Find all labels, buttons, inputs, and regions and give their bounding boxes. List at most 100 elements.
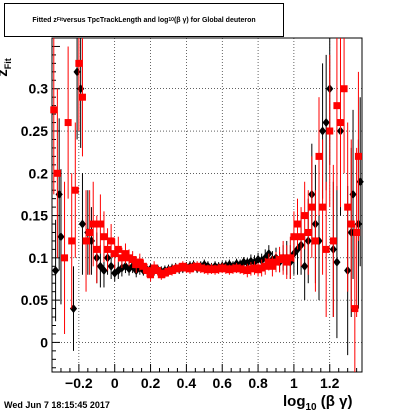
data-point-square [311, 237, 319, 245]
data-point-square [190, 263, 198, 271]
x-axis-label-rest: (β γ) [320, 393, 353, 410]
data-point-square [211, 266, 219, 274]
data-point-square [121, 250, 129, 258]
data-point-diamond [315, 236, 323, 246]
data-point-square [340, 85, 348, 93]
data-point-square [175, 264, 183, 272]
data-point-square [204, 266, 212, 274]
data-point-diamond [356, 177, 364, 187]
x-axis-label-main: log [283, 393, 306, 410]
data-point-square [68, 237, 76, 245]
data-point-square [150, 264, 158, 272]
data-point-diamond [100, 266, 108, 276]
data-point-square [297, 233, 305, 241]
data-point-diamond [322, 118, 330, 128]
data-point-square [64, 119, 72, 127]
data-point-square [276, 256, 284, 264]
data-point-square [315, 152, 323, 160]
data-point-diamond [301, 261, 309, 271]
data-point-square [111, 250, 119, 258]
data-point-diamond [318, 126, 327, 136]
y-axis-label-main: z [0, 69, 11, 77]
data-point-square [182, 264, 190, 272]
data-point-square [240, 266, 248, 274]
chart-title: Fitted z Fit versus TpcTrackLength and lo… [4, 3, 284, 37]
data-point-square [268, 262, 276, 270]
data-point-square [107, 237, 115, 245]
y-tick-label: 0.05 [21, 292, 48, 308]
data-point-square [261, 262, 269, 270]
data-point-square [308, 203, 316, 211]
data-point-square [229, 265, 237, 273]
chart-title-mid-sub: 10 [168, 17, 174, 23]
data-point-square [222, 265, 230, 273]
data-point-diamond [78, 219, 87, 229]
data-point-square [129, 256, 137, 264]
timestamp: Wed Jun 7 18:15:45 2017 [4, 400, 110, 410]
data-point-square [172, 265, 180, 273]
x-tick-label: 0.8 [248, 375, 268, 391]
data-point-square [290, 233, 298, 241]
data-point-square [247, 265, 255, 273]
x-tick-label: 0 [111, 375, 119, 391]
chart-title-mid: versus TpcTrackLength and log [62, 16, 169, 24]
x-axis-label-sub: 10 [305, 402, 317, 413]
data-point-square [336, 119, 344, 127]
data-point-square [333, 102, 341, 110]
data-point-square [215, 265, 223, 273]
data-point-square [50, 106, 58, 114]
data-point-square [304, 228, 312, 236]
data-point-diamond [265, 249, 273, 259]
data-point-square [283, 258, 291, 266]
data-point-square [233, 264, 241, 272]
data-point-square [279, 254, 287, 262]
data-point-square [154, 267, 162, 275]
data-point-square [347, 220, 355, 228]
data-point-square [96, 220, 104, 228]
y-tick-label: 0.1 [29, 250, 49, 266]
data-point-square [293, 220, 301, 228]
data-point-diamond [87, 236, 96, 246]
data-point-square [82, 237, 90, 245]
x-tick-label: 0.4 [177, 375, 197, 391]
y-axis-label-sub: Fit [2, 58, 13, 70]
data-point-square [179, 262, 187, 270]
data-point-square [207, 265, 215, 273]
x-axis-label: log10 (β γ) [283, 393, 352, 413]
x-tick-label: −0.2 [65, 375, 93, 391]
data-point-diamond [333, 257, 341, 267]
chart-title-pre-sub: Fit [56, 17, 63, 23]
data-point-square [301, 212, 309, 220]
y-tick-label: 0.25 [21, 123, 48, 139]
data-point-square [319, 203, 327, 211]
x-tick-label: 1 [290, 375, 298, 391]
data-point-square [78, 93, 86, 101]
data-point-square [326, 127, 334, 135]
data-point-square [200, 265, 208, 273]
data-point-square [157, 271, 165, 279]
data-point-diamond [57, 232, 65, 242]
data-point-square [236, 265, 244, 273]
x-tick-label: 0.6 [212, 375, 232, 391]
data-point-square [322, 245, 330, 253]
y-tick-label: 0 [40, 334, 48, 350]
data-point-square [100, 233, 108, 241]
data-point-diamond [254, 255, 262, 265]
data-point-square [272, 258, 280, 266]
data-point-square [250, 264, 258, 272]
data-point-square [136, 258, 144, 266]
chart-title-post: (β γ) for Global deuteron [173, 16, 256, 24]
data-point-square [139, 262, 147, 270]
data-point-square [114, 245, 122, 253]
data-point-square [243, 267, 251, 275]
data-point-square [353, 228, 361, 236]
data-point-square [161, 269, 169, 277]
data-point-square [225, 266, 233, 274]
data-point-square [104, 245, 112, 253]
data-point-square [258, 264, 266, 272]
data-point-square [197, 264, 205, 272]
data-point-square [351, 305, 359, 313]
data-point-square [344, 203, 352, 211]
